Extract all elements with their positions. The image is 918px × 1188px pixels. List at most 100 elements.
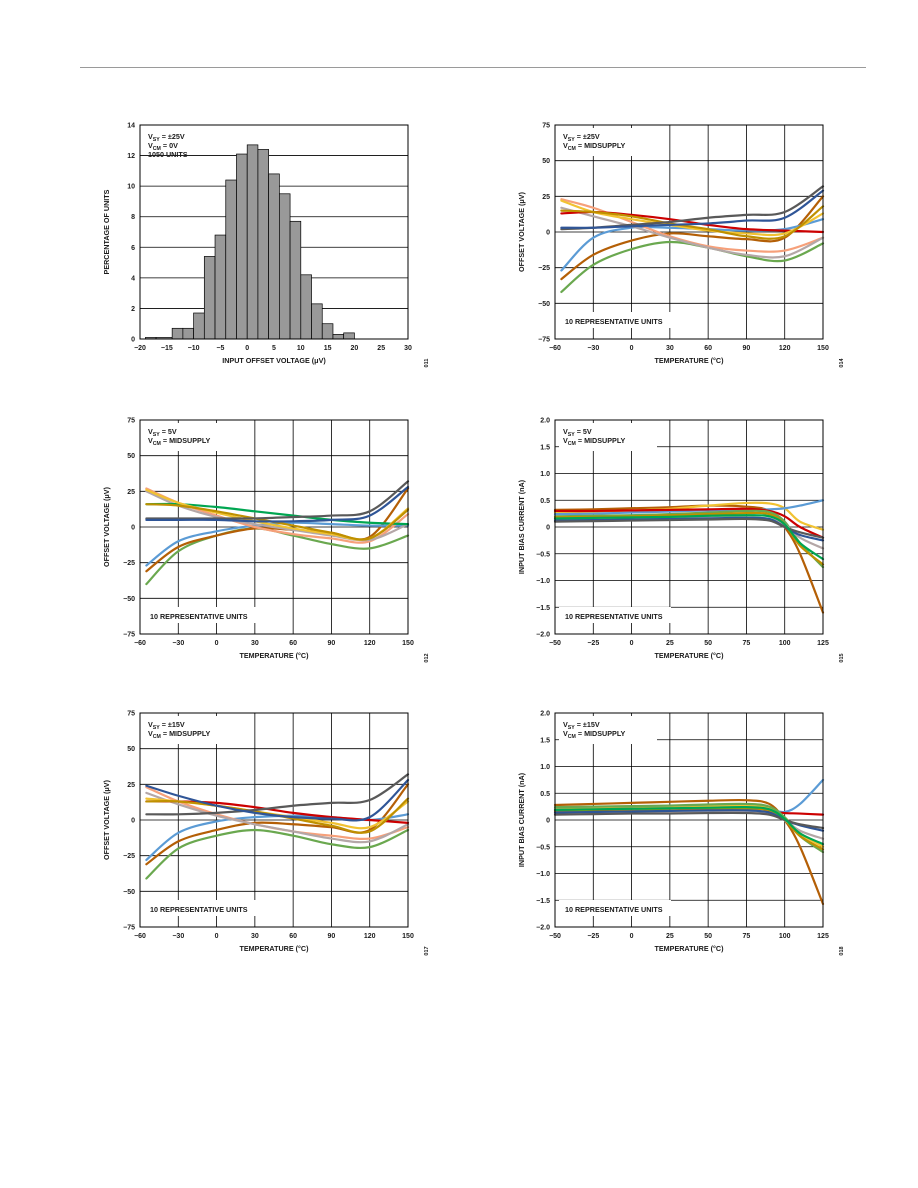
- histogram-bar: [311, 303, 323, 340]
- y-tick-label: 0: [546, 525, 550, 532]
- x-tick-label: 0: [630, 345, 634, 352]
- x-tick-label: 30: [251, 933, 259, 940]
- series-line-2: [560, 195, 825, 281]
- series-line-10: [145, 778, 410, 822]
- y-axis-title: OFFSET VOLTAGE (μV): [102, 486, 111, 567]
- histogram-bar: [182, 327, 194, 340]
- y-tick-label: −1.0: [536, 578, 550, 585]
- annotation-line: VCM = MIDSUPPLY: [148, 436, 211, 447]
- footnote-text: 10 REPRESENTATIVE UNITS: [565, 612, 663, 621]
- y-tick-label: 2.0: [540, 711, 550, 718]
- chart-offset-vs-temp-5v: −60 −30 0 30 60 90 120 150 −75 −50 −25 0 25 50 75 TEMPE…: [102, 418, 430, 663]
- histogram-bar: [332, 334, 345, 340]
- x-tick-label: 20: [351, 345, 359, 352]
- y-tick-label: 4: [131, 275, 135, 282]
- annotation-line: VSY = 5V: [563, 427, 592, 438]
- y-tick-label: 50: [127, 453, 135, 460]
- x-tick-label: 90: [743, 345, 751, 352]
- x-tick-label: 75: [743, 640, 751, 647]
- y-tick-label: 0.5: [540, 791, 550, 798]
- histogram-bar: [300, 274, 312, 340]
- footnote-text: 10 REPRESENTATIVE UNITS: [150, 905, 248, 914]
- x-tick-label: 50: [704, 933, 712, 940]
- x-tick-label: −30: [172, 933, 184, 940]
- x-tick-label: 25: [666, 933, 674, 940]
- figure-code: 012: [424, 653, 430, 662]
- plot-frame: [139, 712, 409, 928]
- series-line-5: [145, 791, 410, 844]
- histogram-bar: [321, 323, 334, 340]
- y-tick-label: 75: [127, 418, 135, 425]
- series-line-1: [553, 798, 825, 906]
- series-line-10: [553, 514, 825, 561]
- x-tick-label: 5: [272, 345, 276, 352]
- x-tick-label: 150: [817, 345, 829, 352]
- series-line-8: [560, 205, 825, 240]
- y-tick-label: 50: [542, 158, 550, 165]
- y-tick-label: 2: [131, 306, 135, 313]
- x-tick-label: 30: [251, 640, 259, 647]
- x-tick-label: 90: [328, 933, 336, 940]
- y-tick-label: 0: [131, 818, 135, 825]
- y-tick-label: 25: [127, 489, 135, 496]
- annotation-line: VSY = ±25V: [148, 132, 185, 143]
- x-tick-label: −30: [172, 640, 184, 647]
- y-tick-label: 0.5: [540, 498, 550, 505]
- histogram-bar: [214, 234, 227, 340]
- histogram-bar: [171, 327, 184, 340]
- annotation-line: VCM = 0V: [148, 141, 178, 152]
- y-tick-label: −0.5: [536, 844, 550, 851]
- y-axis-title: OFFSET VOLTAGE (μV): [517, 191, 526, 272]
- x-tick-label: 25: [666, 640, 674, 647]
- y-tick-label: 50: [127, 746, 135, 753]
- y-tick-label: −75: [123, 632, 135, 639]
- histogram-bar: [289, 220, 302, 340]
- x-axis-title: INPUT OFFSET VOLTAGE (μV): [222, 356, 326, 365]
- x-tick-label: 75: [743, 933, 751, 940]
- y-tick-label: 1.0: [540, 471, 550, 478]
- annotation-line: VCM = MIDSUPPLY: [563, 141, 626, 152]
- x-tick-label: −60: [134, 933, 146, 940]
- y-tick-label: −25: [123, 560, 135, 567]
- x-tick-label: −25: [587, 640, 599, 647]
- x-tick-label: 120: [364, 640, 376, 647]
- y-tick-label: 75: [542, 123, 550, 130]
- chart-bias-vs-temp-5v: −50 −25 0 25 50 75 100 125 −2.0 −1.5 −1.0 −0.5 0 0.5 1…: [517, 418, 845, 663]
- annotation-line: VCM = MIDSUPPLY: [563, 729, 626, 740]
- footnote-box: [559, 312, 671, 328]
- y-tick-label: 1.0: [540, 764, 550, 771]
- histogram-bar: [279, 193, 291, 340]
- series-line-10: [560, 189, 825, 229]
- x-tick-label: −10: [188, 345, 200, 352]
- series-line-4: [553, 507, 825, 539]
- x-tick-label: −15: [161, 345, 173, 352]
- annotation-box: [559, 128, 657, 156]
- figure-code: 011: [424, 359, 430, 368]
- x-tick-label: 50: [704, 640, 712, 647]
- x-tick-label: 125: [817, 640, 829, 647]
- y-axis-title: INPUT BIAS CURRENT (nA): [517, 772, 526, 867]
- histogram-bar: [343, 332, 355, 340]
- x-tick-label: 15: [324, 345, 332, 352]
- figure-code: 015: [839, 653, 845, 662]
- y-tick-label: −1.5: [536, 898, 550, 905]
- y-tick-label: 10: [127, 184, 135, 191]
- x-tick-label: 150: [402, 640, 414, 647]
- x-tick-label: −60: [549, 345, 561, 352]
- x-tick-label: 60: [289, 933, 297, 940]
- x-tick-label: 120: [779, 345, 791, 352]
- x-tick-label: 0: [630, 640, 634, 647]
- header-rule: [80, 67, 866, 68]
- plot-frame: [139, 124, 409, 340]
- y-axis-title: OFFSET VOLTAGE (μV): [102, 779, 111, 860]
- y-tick-label: −75: [123, 925, 135, 932]
- y-tick-label: 12: [127, 153, 135, 160]
- footnote-text: 10 REPRESENTATIVE UNITS: [565, 317, 663, 326]
- footnote-box: [559, 900, 671, 916]
- annotation-box: [559, 716, 657, 744]
- footnote-box: [144, 900, 256, 916]
- annotation-line: VSY = ±15V: [148, 720, 185, 731]
- chart-bias-vs-temp-15v: −50 −25 0 25 50 75 100 125 −2.0 −1.5 −1.0 −0.5 0 0.5 1…: [517, 711, 845, 956]
- x-tick-label: 0: [215, 933, 219, 940]
- y-tick-label: 8: [131, 214, 135, 221]
